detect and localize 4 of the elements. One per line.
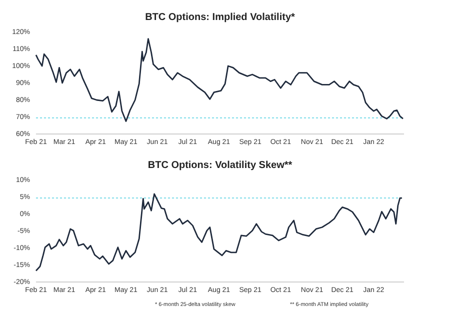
line-series	[35, 193, 403, 272]
line-series	[35, 38, 404, 122]
chart-title: BTC Options: Volatility Skew**	[148, 160, 292, 171]
chart-title: BTC Options: Implied Volatility*	[145, 12, 296, 23]
